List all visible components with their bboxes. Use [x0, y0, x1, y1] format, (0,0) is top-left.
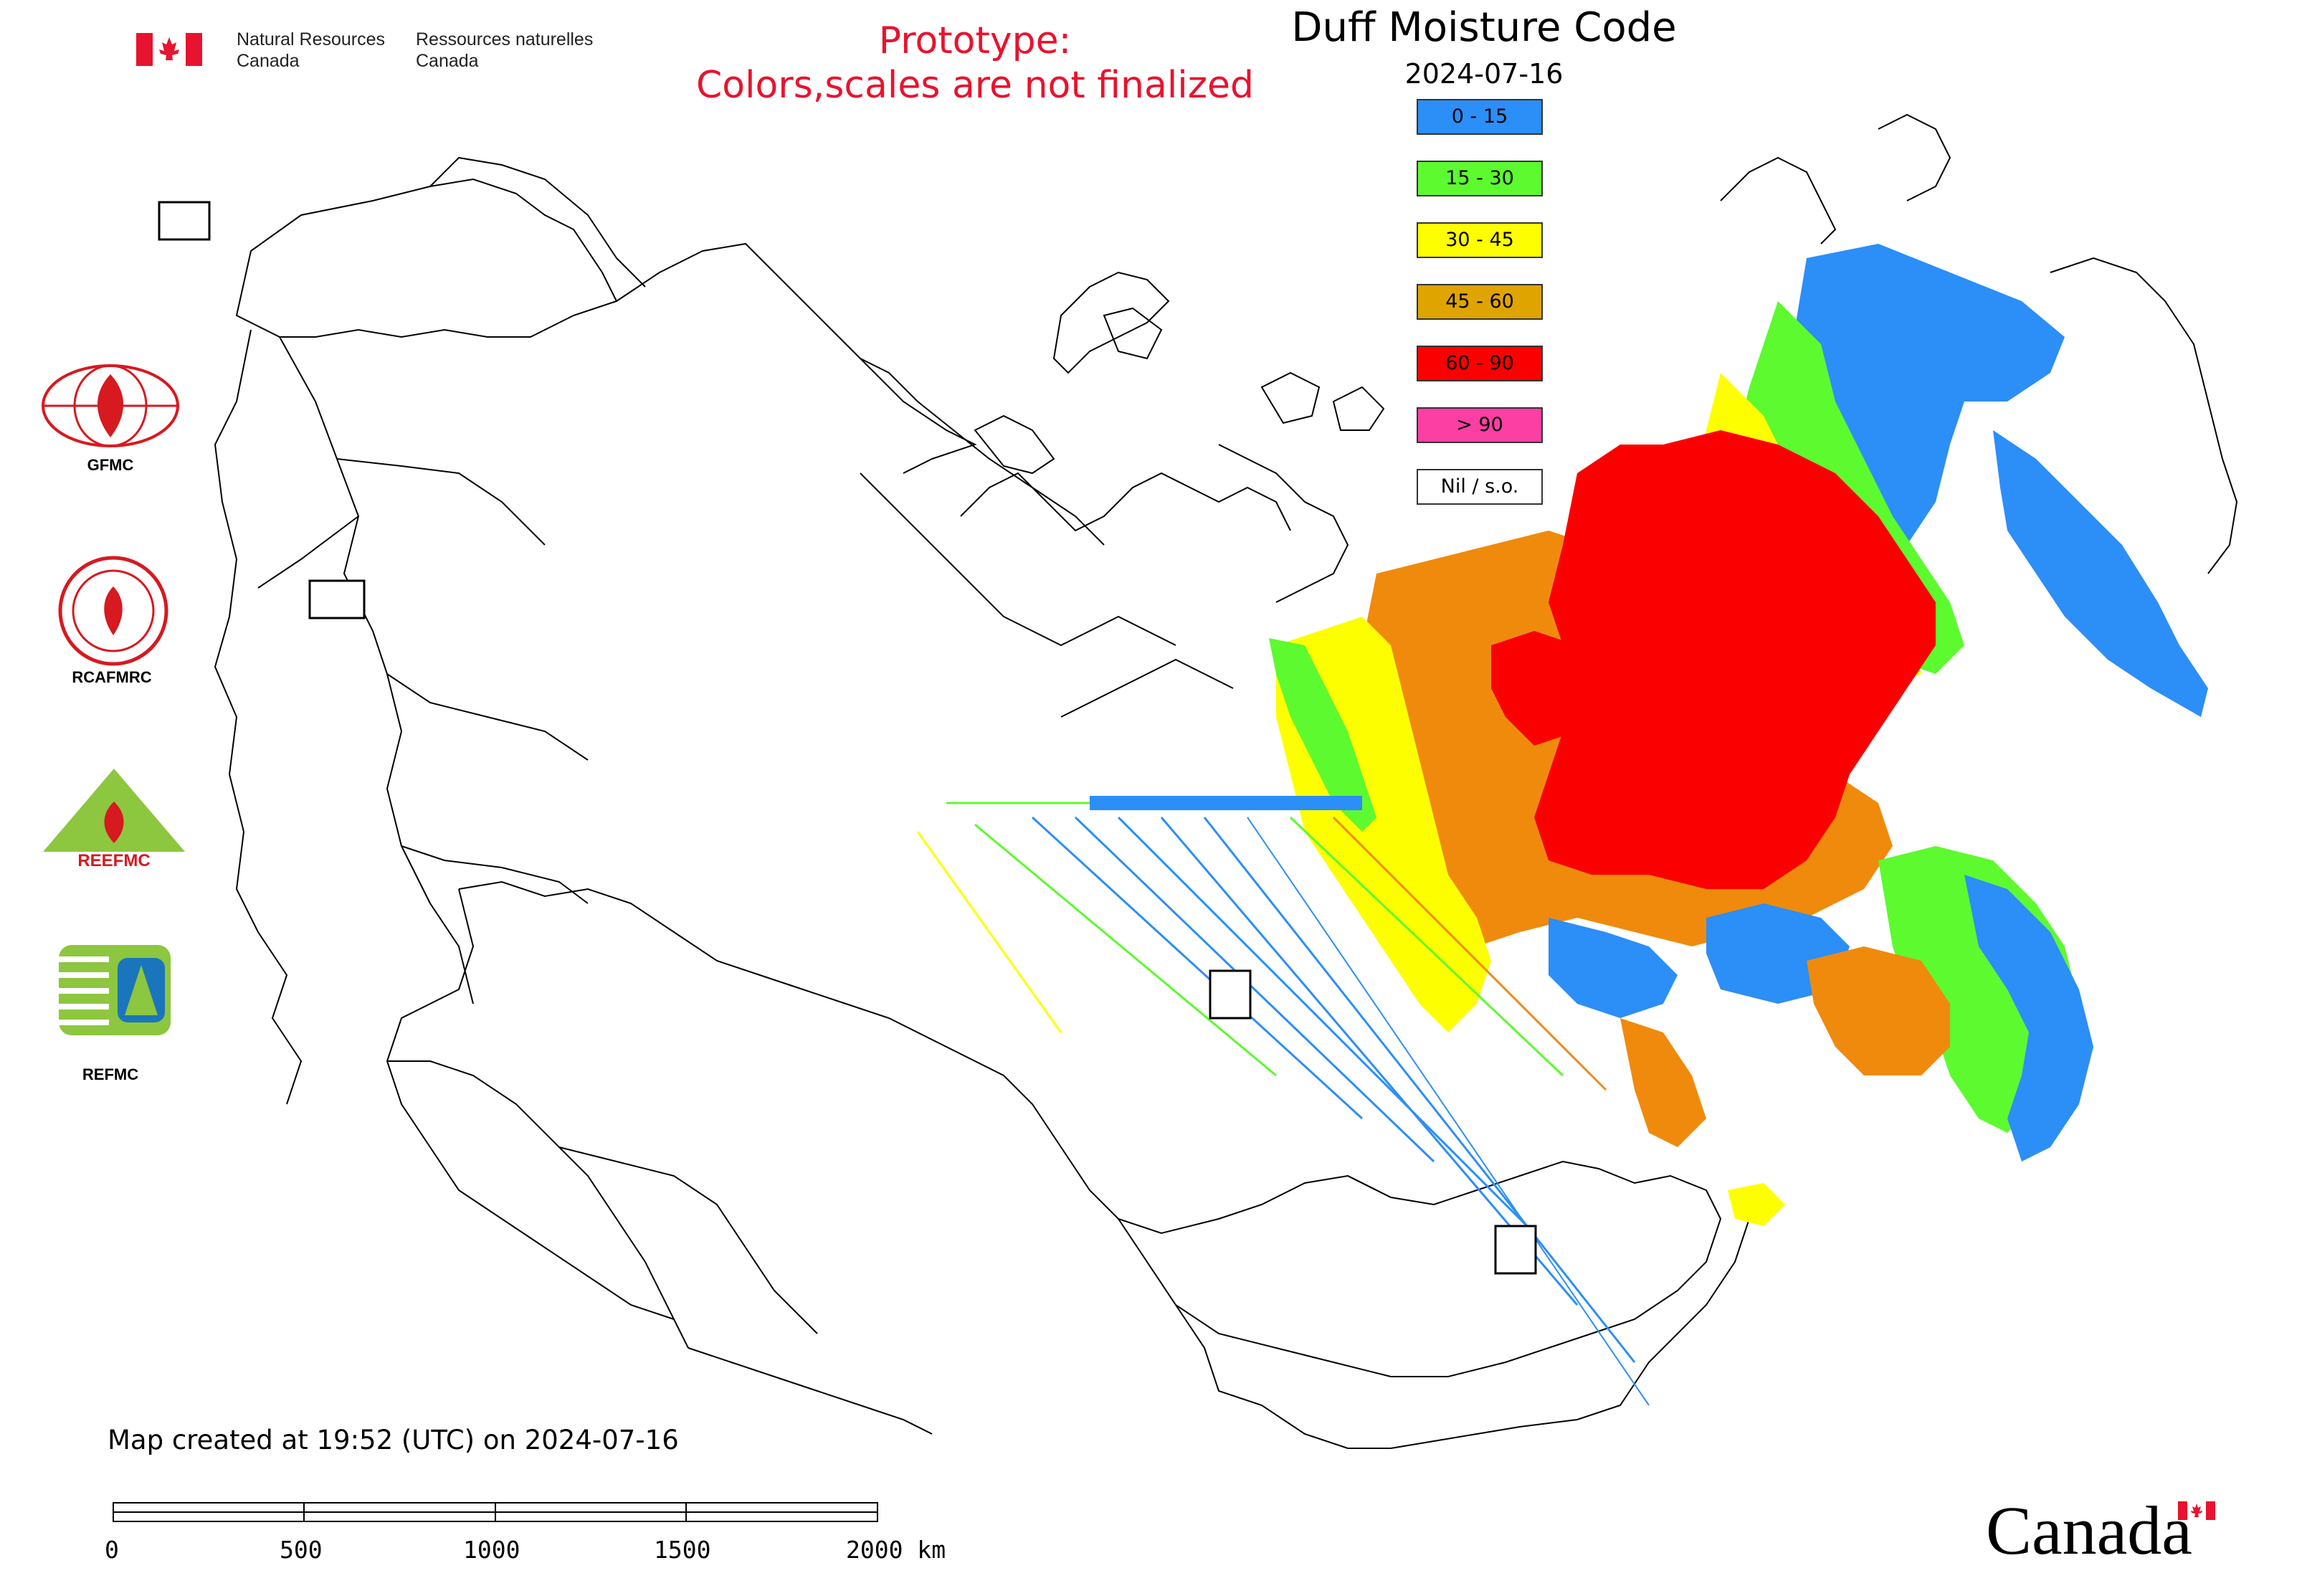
- legend-item-0-15: 0 - 15: [1417, 99, 1543, 135]
- government-signature: Natural Resources Canada Ressources natu…: [136, 29, 624, 72]
- dmc-zone-45-60-amur: [1807, 946, 1950, 1075]
- dmc-zone-15-30-west: [1269, 638, 1376, 832]
- legend-item-45-60: 45 - 60: [1417, 284, 1543, 320]
- canada-flag-icon: [136, 33, 202, 66]
- dmc-raster: [916, 244, 2208, 1406]
- country-boundaries: [214, 113, 2238, 1449]
- scale-bar: 0 500 1000 1500 2000 km: [100, 1498, 975, 1577]
- map-title: Duff Moisture Code: [1291, 4, 1677, 51]
- raster-streaks: [916, 796, 1650, 1406]
- department-name-en: Natural Resources Canada: [237, 29, 386, 71]
- partner-label-refmc: REFMC: [82, 1065, 139, 1083]
- scale-label-1500: 1500: [654, 1536, 711, 1564]
- scale-bar-graphic: [113, 1502, 878, 1522]
- dmc-zone-45-60-baikal: [1620, 1018, 1706, 1147]
- dmc-zone-0-15-south: [1549, 918, 1678, 1018]
- legend-item-gt-90: > 90: [1417, 407, 1543, 443]
- canada-wordmark-text: Canada: [1986, 1492, 2192, 1569]
- partner-label-gfmc: GFMC: [87, 456, 134, 474]
- svg-text:REEFMC: REEFMC: [77, 851, 150, 869]
- department-name-fr: Ressources naturelles Canada: [416, 29, 594, 71]
- dmc-zone-0-15-primorye: [1964, 875, 2093, 1162]
- prototype-notice-line1: Prototype:: [878, 19, 1072, 62]
- legend-item-15-30: 15 - 30: [1417, 161, 1543, 196]
- map-date: 2024-07-16: [1404, 58, 1564, 90]
- reefmc-logo-icon: REEFMC: [42, 769, 186, 869]
- scale-label-500: 500: [280, 1536, 323, 1564]
- dmc-zone-30-45-korea: [1728, 1183, 1785, 1226]
- gfmc-logo-icon: [42, 364, 179, 447]
- dmc-zone-60-90-main: [1534, 430, 1936, 889]
- canada-wordmark: Canada: [1986, 1491, 2222, 1570]
- canada-flag-icon: [2178, 1501, 2215, 1520]
- dmc-zone-0-15-kamchatka: [1993, 430, 2208, 717]
- legend-item-30-45: 30 - 45: [1417, 222, 1543, 258]
- scale-label-2000: 2000 km: [846, 1536, 946, 1564]
- scale-label-0: 0: [105, 1536, 119, 1564]
- prototype-notice: Prototype: Colors,scales are not finaliz…: [645, 19, 1305, 108]
- prototype-notice-line2: Colors,scales are not finalized: [695, 64, 1255, 107]
- map-badges: [158, 201, 1537, 1275]
- legend-item-nil: Nil / s.o.: [1417, 469, 1543, 505]
- refmc-logo-icon: [59, 945, 171, 1035]
- dmc-zone-60-90-west: [1491, 631, 1592, 746]
- partner-label-rcafmrc: RCAFMRC: [72, 668, 152, 686]
- scale-label-1000: 1000: [463, 1536, 520, 1564]
- map-created-note: Map created at 19:52 (UTC) on 2024-07-16: [108, 1425, 679, 1455]
- rcafmrc-logo-icon: [58, 556, 168, 666]
- legend-item-60-90: 60 - 90: [1417, 346, 1543, 381]
